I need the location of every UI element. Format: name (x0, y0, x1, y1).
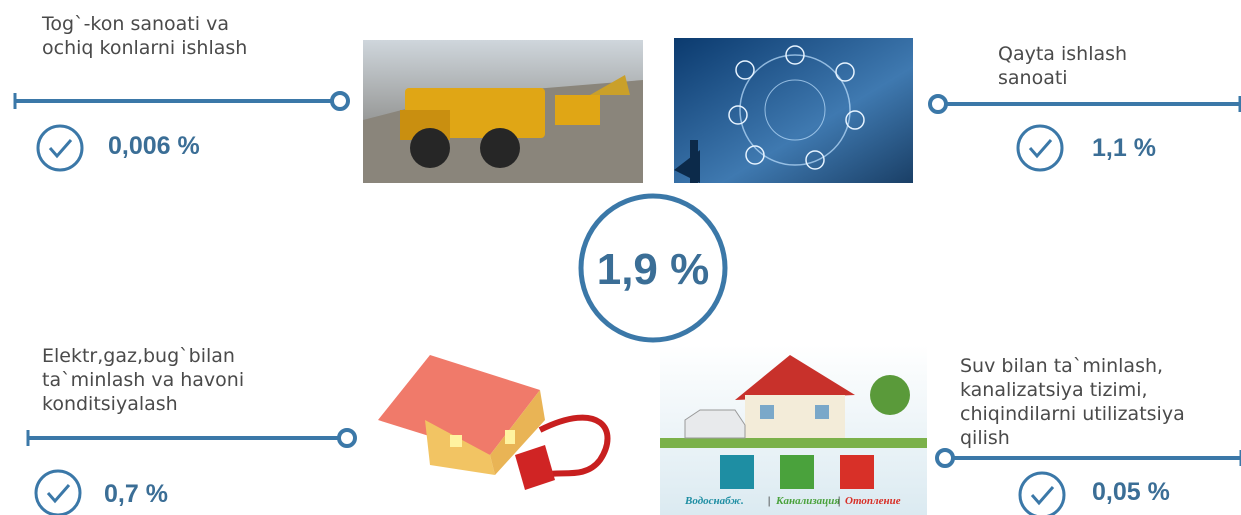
check-mark (1030, 140, 1051, 156)
check-icon (1018, 126, 1062, 170)
utility-image: Водоснабж. | Канализация | Отопление (660, 345, 927, 515)
sector-label: konditsiyalash (42, 393, 178, 415)
sector-label: Elektr,gaz,bug`bilan (42, 345, 235, 367)
check-mark (48, 485, 69, 501)
connector-dot (339, 430, 355, 446)
sector-label: ochiq konlarni ishlash (42, 37, 247, 59)
caption: Канализация (775, 495, 840, 507)
sector-label: sanoati (998, 67, 1068, 89)
sector-label: ta`minlash va havoni (42, 369, 244, 391)
check-icon (1020, 473, 1064, 515)
connector-dot (937, 450, 953, 466)
sector-value: 1,1 % (1092, 134, 1156, 162)
sector-label: kanalizatsiya tizimi, (960, 379, 1148, 401)
check-mark (50, 140, 71, 156)
caption-separator: | (768, 495, 770, 507)
sector-value: 0,7 % (104, 480, 168, 508)
caption: Отопление (845, 495, 901, 507)
sector-label: Suv bilan ta`minlash, (960, 355, 1163, 377)
connector-dot (332, 93, 348, 109)
sector-label: chiqindilarni utilizatsiya (960, 403, 1185, 425)
check-mark (1032, 487, 1053, 503)
center-value: 1,9 % (597, 245, 710, 294)
infographic: Водоснабж. | Канализация | Отопление 1,9… (0, 0, 1241, 515)
industry-image (674, 38, 913, 183)
mining-image (363, 40, 643, 183)
house-plug-image (378, 355, 608, 490)
check-icon (36, 471, 80, 515)
caption-separator: | (838, 495, 840, 507)
connector-dot (930, 96, 946, 112)
sector-value: 0,05 % (1092, 478, 1170, 506)
sector-label: qilish (960, 427, 1010, 449)
check-icon (38, 126, 82, 170)
sector-label: Qayta ishlash (998, 43, 1127, 65)
sector-label: Tog`-kon sanoati va (41, 13, 229, 35)
sector-value: 0,006 % (108, 132, 200, 160)
caption: Водоснабж. (684, 495, 744, 507)
